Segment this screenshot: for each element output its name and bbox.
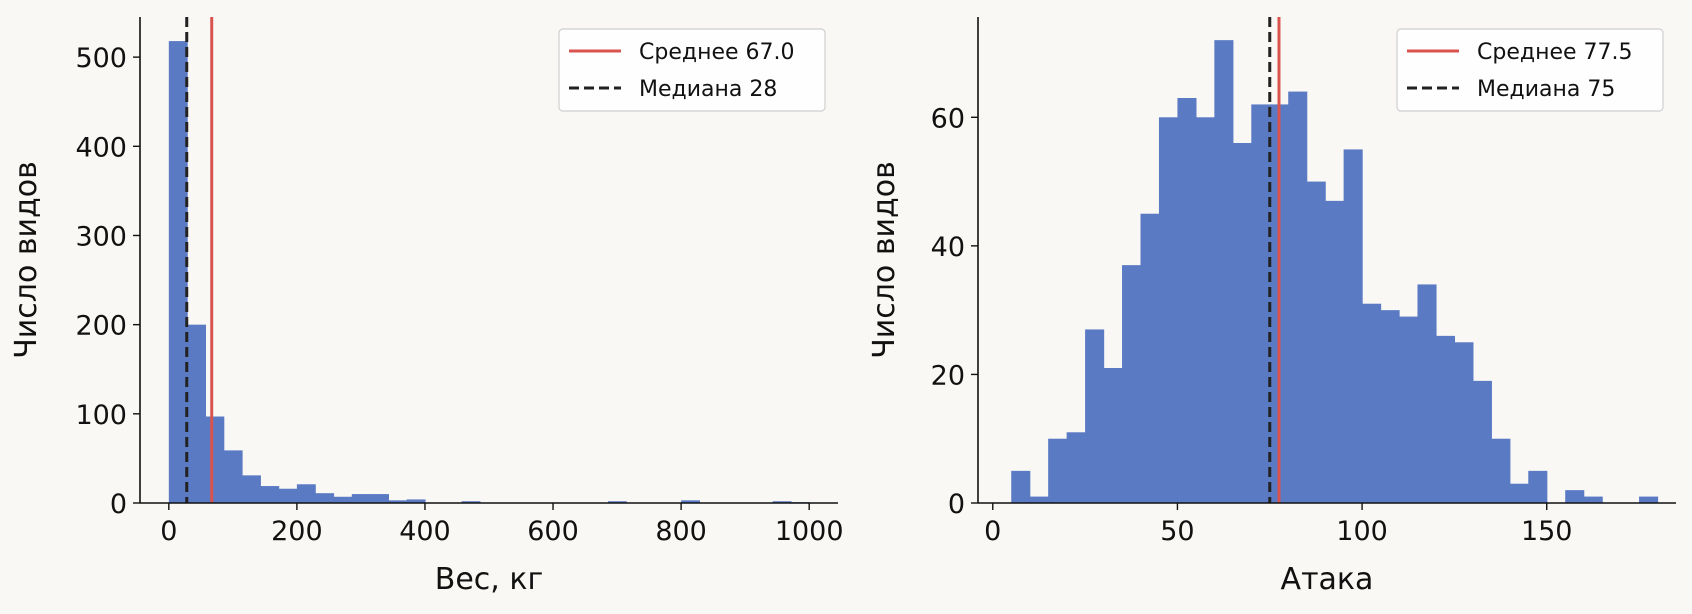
attack-histogram-panel: 0 50 100 150 0 20 40 60 Атака Число видов Среднее … xyxy=(867,17,1676,597)
histogram-bar xyxy=(296,484,316,503)
x-tick-label: 1000 xyxy=(775,516,844,547)
histogram-bar xyxy=(1288,91,1308,503)
histogram-bar xyxy=(278,488,298,503)
histogram-bar xyxy=(772,501,792,503)
x-axis-label: Атака xyxy=(1281,562,1374,597)
y-axis-label: Число видов xyxy=(9,161,44,359)
histogram-bar xyxy=(1048,438,1068,503)
legend-label: Среднее 67.0 xyxy=(639,40,795,65)
histogram-bar xyxy=(1232,143,1252,503)
histogram-bar xyxy=(260,486,280,503)
histogram-bar xyxy=(223,450,243,503)
histogram-bar xyxy=(1509,483,1529,503)
y-tick-label: 200 xyxy=(75,311,127,342)
legend: Среднее 77.5 Медиана 75 xyxy=(1396,28,1664,112)
histogram-bar xyxy=(168,41,188,503)
histogram-bar xyxy=(1325,200,1345,504)
histogram-bar xyxy=(1362,303,1382,503)
histogram-bar xyxy=(351,494,371,503)
histogram-bar xyxy=(187,324,207,503)
histogram-bar xyxy=(315,493,335,503)
histogram-bar xyxy=(1399,316,1419,503)
y-tick-label: 100 xyxy=(75,400,127,431)
histogram-bar xyxy=(1140,213,1160,503)
histogram-bar xyxy=(1343,149,1363,503)
y-tick-label: 60 xyxy=(931,103,965,134)
histogram-bar xyxy=(461,501,481,503)
histogram-bar xyxy=(1177,98,1197,503)
histogram-bar xyxy=(1158,117,1179,503)
legend-box xyxy=(1396,28,1664,112)
histogram-bar xyxy=(1639,496,1659,503)
x-tick-label: 50 xyxy=(1160,516,1194,547)
histogram-bar xyxy=(1491,438,1511,503)
y-tick-label: 20 xyxy=(931,360,965,391)
histogram-bar xyxy=(1066,432,1086,503)
histogram-bar xyxy=(1528,470,1548,503)
histogram-bar xyxy=(1214,40,1234,503)
y-tick-label: 300 xyxy=(75,221,127,252)
x-tick-label: 0 xyxy=(984,516,1001,547)
x-tick-label: 100 xyxy=(1336,516,1388,547)
y-tick-label: 400 xyxy=(75,132,127,163)
x-axis-label: Вес, кг xyxy=(435,562,544,597)
x-tick-label: 800 xyxy=(655,516,707,547)
x-tick-label: 150 xyxy=(1521,516,1573,547)
histogram-bar xyxy=(1306,181,1326,503)
histogram-bar xyxy=(1103,368,1123,503)
y-tick-label: 0 xyxy=(110,489,127,520)
histogram-bar xyxy=(1583,496,1603,503)
legend: Среднее 67.0 Медиана 28 xyxy=(558,28,826,112)
legend-label: Медиана 75 xyxy=(1477,77,1615,102)
histogram-bar xyxy=(1085,329,1105,503)
histogram-bar xyxy=(681,500,701,503)
histogram-bar xyxy=(1011,470,1031,503)
histogram-bar xyxy=(1380,310,1400,503)
histogram-bar xyxy=(1122,265,1142,503)
histogram-bar xyxy=(1565,490,1585,503)
histogram-bar xyxy=(205,416,225,503)
histogram-bar xyxy=(1029,496,1049,503)
x-tick-label: 0 xyxy=(160,516,177,547)
histogram-bar xyxy=(1251,104,1271,504)
x-tick-label: 600 xyxy=(527,516,579,547)
y-tick-label: 40 xyxy=(931,232,965,263)
histogram-bar xyxy=(1435,335,1456,503)
y-axis-label: Число видов xyxy=(867,161,902,359)
histogram-bar xyxy=(1417,284,1437,503)
histogram-bar xyxy=(242,475,261,503)
histogram-bar xyxy=(1195,117,1215,503)
histogram-bar xyxy=(370,494,389,503)
weight-histogram-panel: 0 200 400 600 800 1000 0 100 200 300 400 500 Вес, кг… xyxy=(9,17,844,597)
x-tick-label: 400 xyxy=(399,516,451,547)
histogram-bar xyxy=(607,501,627,503)
y-tick-label: 500 xyxy=(75,43,127,74)
legend-label: Среднее 77.5 xyxy=(1477,40,1633,65)
histogram-bar xyxy=(333,496,353,503)
legend-box xyxy=(558,28,826,112)
histogram-bar xyxy=(388,500,408,503)
histogram-bar xyxy=(1454,342,1474,503)
histogram-bar xyxy=(1472,380,1492,503)
histogram-bar xyxy=(406,499,426,503)
legend-label: Медиана 28 xyxy=(639,77,777,102)
y-tick-label: 0 xyxy=(948,489,965,520)
x-tick-label: 200 xyxy=(271,516,323,547)
